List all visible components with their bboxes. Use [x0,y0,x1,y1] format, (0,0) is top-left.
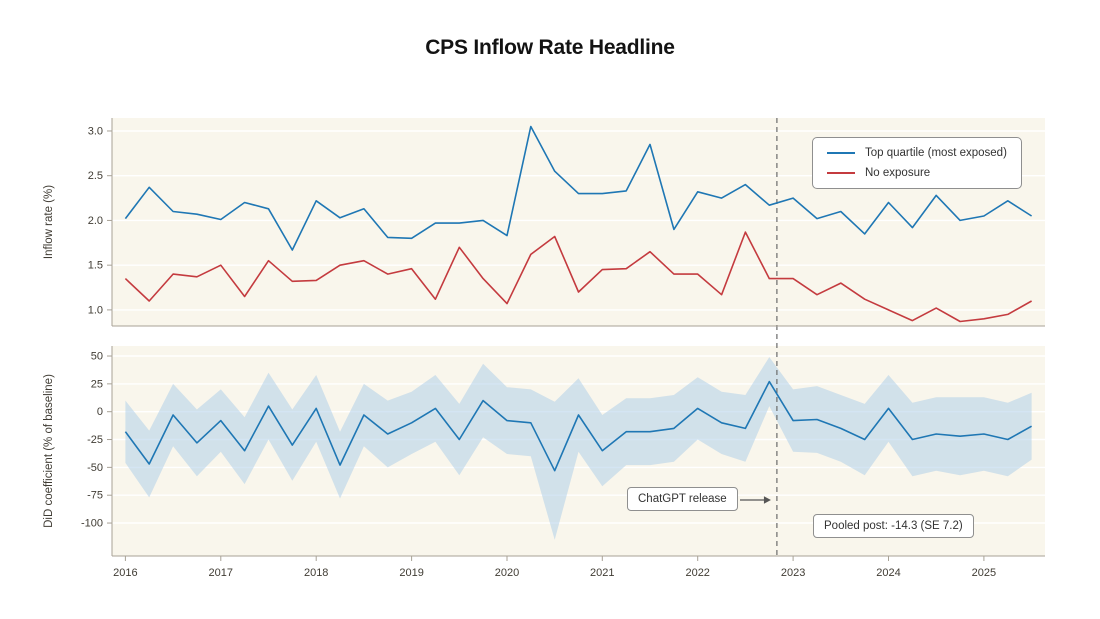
x-tick-label: 2019 [399,567,423,579]
y-tick-label: 3.0 [88,126,103,138]
chatgpt-release-annotation: ChatGPT release [627,487,738,511]
x-tick-label: 2025 [972,567,996,579]
pooled-post-annotation: Pooled post: -14.3 (SE 7.2) [813,514,974,538]
x-tick-label: 2024 [876,567,900,579]
legend-item-top-quartile: Top quartile (most exposed) [827,147,1007,159]
y-tick-label: -100 [81,518,103,530]
annotation-arrow-head [763,496,771,504]
legend-line-sample-blue [827,152,855,154]
y-axis-label-inflow-rate: Inflow rate (%) [43,185,55,259]
y-tick-label: 2.0 [88,215,103,227]
confidence-band [125,357,1032,540]
x-tick-label: 2020 [495,567,519,579]
y-tick-label: 1.0 [88,304,103,316]
legend: Top quartile (most exposed) No exposure [812,137,1022,189]
series-line-1 [124,231,1032,323]
x-tick-label: 2023 [781,567,805,579]
legend-label-no-exposure: No exposure [865,167,931,179]
legend-label-top-quartile: Top quartile (most exposed) [865,147,1007,159]
x-tick-label: 2022 [685,567,709,579]
y-tick-label: -75 [87,490,103,502]
x-tick-label: 2016 [113,567,137,579]
y-tick-label: -25 [87,434,103,446]
x-tick-label: 2018 [304,567,328,579]
y-axis-label-did-coefficient: DiD coefficient (% of baseline) [43,374,55,528]
chart-title: CPS Inflow Rate Headline [425,36,675,59]
y-tick-label: -50 [87,462,103,474]
y-tick-label: 2.5 [88,170,103,182]
did-coefficient-line [124,380,1032,472]
x-tick-label: 2017 [209,567,233,579]
series-line-0 [124,125,1033,251]
y-tick-label: 25 [91,378,103,390]
y-tick-label: 0 [97,406,103,418]
legend-line-sample-red [827,172,855,174]
y-tick-label: 50 [91,351,103,363]
x-tick-label: 2021 [590,567,614,579]
legend-item-no-exposure: No exposure [827,167,1007,179]
y-tick-label: 1.5 [88,260,103,272]
